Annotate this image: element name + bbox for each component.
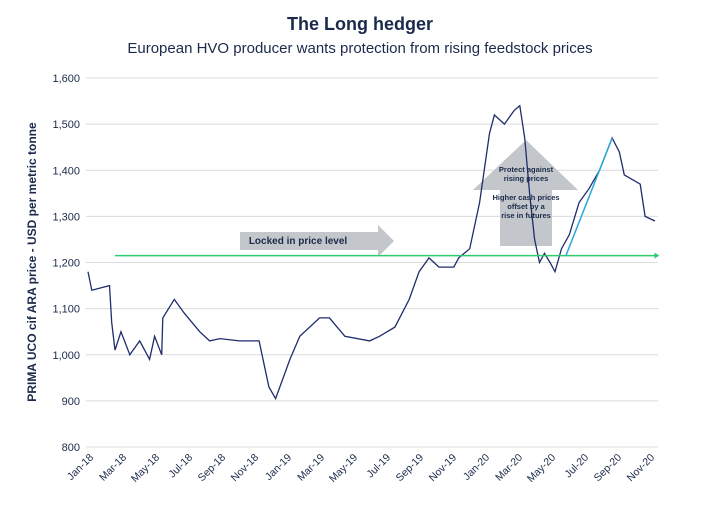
chart-subtitle: European HVO producer wants protection f… — [127, 40, 592, 57]
x-tick-label: May-18 — [129, 452, 162, 485]
x-tick-label: Jul-19 — [364, 452, 393, 481]
chart-title: The Long hedger — [287, 14, 433, 34]
y-tick-label: 1,200 — [52, 258, 80, 270]
x-tick-label: Mar-20 — [493, 452, 525, 484]
x-tick-label: Jan-19 — [263, 452, 294, 483]
x-tick-label: Mar-18 — [97, 452, 129, 484]
x-tick-label: Sep-18 — [196, 452, 229, 485]
x-tick-label: Jan-18 — [65, 452, 96, 483]
gridlines — [86, 78, 658, 447]
locked-arrow-label: Locked in price level — [249, 236, 348, 247]
x-tick-label: Jul-20 — [562, 452, 591, 481]
y-tick-label: 1,600 — [52, 73, 80, 85]
x-tick-label: Nov-19 — [427, 452, 460, 485]
x-tick-label: May-20 — [525, 452, 558, 485]
x-tick-label: Sep-19 — [394, 452, 427, 485]
x-tick-label: May-19 — [327, 452, 360, 485]
y-tick-label: 1,000 — [52, 350, 80, 362]
x-tick-label: Jan-20 — [461, 452, 492, 483]
y-tick-label: 900 — [62, 396, 80, 408]
x-tick-label: Nov-18 — [229, 452, 262, 485]
y-axis-label: PRIMA UCO cif ARA price - USD per metric… — [25, 122, 39, 402]
locked-level-arrowhead — [654, 253, 659, 259]
y-tick-label: 800 — [62, 442, 80, 454]
y-tick-label: 1,100 — [52, 304, 80, 316]
y-tick-label: 1,500 — [52, 119, 80, 131]
x-tick-label: Sep-20 — [592, 452, 625, 485]
x-tick-label: Nov-20 — [625, 452, 658, 485]
rise-line — [566, 138, 612, 256]
y-axis: 800 900 1,000 1,100 1,200 1,300 1,400 1,500 1,60… — [52, 73, 80, 454]
x-tick-label: Jul-18 — [166, 452, 195, 481]
x-tick-label: Mar-19 — [295, 452, 327, 484]
y-tick-label: 1,400 — [52, 165, 80, 177]
y-tick-label: 1,300 — [52, 211, 80, 223]
